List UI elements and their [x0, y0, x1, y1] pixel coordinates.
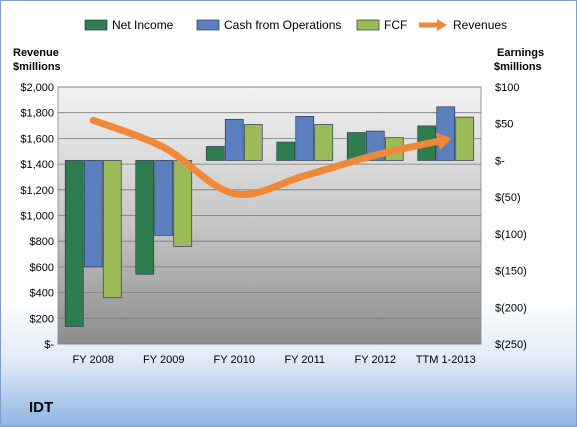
left-tick-label: $600 — [30, 262, 54, 274]
x-tick-label: FY 2010 — [214, 354, 255, 366]
x-tick-label: FY 2012 — [355, 354, 396, 366]
bar-cash-from-operations — [436, 106, 456, 161]
bar-net-income — [135, 160, 155, 275]
bar-fcf — [455, 116, 475, 161]
right-tick-labels: $(250) $(200) $(150) $(100) $(50) $- $50 $100 — [495, 82, 527, 351]
company-label: IDT — [29, 399, 53, 416]
left-tick-label: $200 — [30, 313, 54, 325]
bar-fcf — [102, 160, 122, 299]
legend-label: Revenues — [453, 18, 507, 32]
bar-net-income — [276, 141, 296, 161]
bar-net-income — [64, 160, 84, 327]
x-tick-label: TTM 1-2013 — [416, 354, 476, 366]
bars — [64, 106, 475, 327]
right-tick-label: $100 — [495, 82, 519, 94]
legend-arrow-head — [437, 19, 447, 31]
right-tick-label: $(150) — [495, 266, 527, 278]
right-axis-title-line2: $millions — [494, 61, 542, 73]
left-tick-label: $1,400 — [20, 159, 54, 171]
bar-cash-from-operations — [154, 160, 174, 236]
legend-label: Cash from Operations — [224, 18, 341, 32]
legend-swatch — [196, 19, 220, 31]
right-tick-label: $(100) — [495, 229, 527, 241]
legend-swatch — [356, 19, 380, 31]
left-tick-label: $1,200 — [20, 185, 54, 197]
legend-label: Net Income — [112, 18, 174, 32]
left-tick-label: $400 — [30, 288, 54, 300]
left-tick-label: $2,000 — [20, 82, 54, 94]
bar-net-income — [205, 146, 225, 161]
legend: Net Income Cash from Operations FCF Revenue… — [84, 18, 507, 32]
revenue-line-group — [89, 116, 452, 198]
left-axis-title-line1: Revenue — [13, 47, 59, 59]
legend-label: FCF — [384, 18, 407, 32]
right-tick-label: $50 — [495, 119, 513, 131]
bar-cash-from-operations — [83, 160, 103, 268]
right-axis-title-line1: Earnings — [497, 47, 544, 59]
left-tick-labels: $- $200 $400 $600 $800 $1,000 $1,200 $1,400 $1,6… — [20, 82, 54, 351]
left-axis-title-line2: $millions — [13, 61, 61, 73]
x-tick-labels: FY 2008 FY 2009 FY 2010 FY 2011 FY 2012 TTM 1… — [73, 354, 476, 366]
left-tick-label: $1,600 — [20, 133, 54, 145]
right-tick-label: $- — [495, 155, 505, 167]
right-tick-label: $(200) — [495, 302, 527, 314]
legend-swatch — [84, 19, 108, 31]
x-tick-label: FY 2008 — [73, 354, 114, 366]
left-tick-label: $1,000 — [20, 211, 54, 223]
right-tick-label: $(250) — [495, 339, 527, 351]
left-tick-label: $1,800 — [20, 108, 54, 120]
right-tick-label: $(50) — [495, 192, 521, 204]
left-tick-label: $- — [44, 339, 54, 351]
revenue-line — [89, 116, 450, 198]
gridlines — [58, 86, 481, 345]
left-tick-label: $800 — [30, 236, 54, 248]
bar-fcf — [173, 160, 193, 247]
bar-cash-from-operations — [295, 116, 315, 161]
x-tick-label: FY 2009 — [143, 354, 184, 366]
x-tick-label: FY 2011 — [284, 354, 325, 366]
bar-fcf — [314, 124, 334, 161]
bar-cash-from-operations — [224, 118, 244, 161]
bar-fcf — [243, 124, 263, 161]
revenue-arrow-head — [436, 132, 452, 151]
